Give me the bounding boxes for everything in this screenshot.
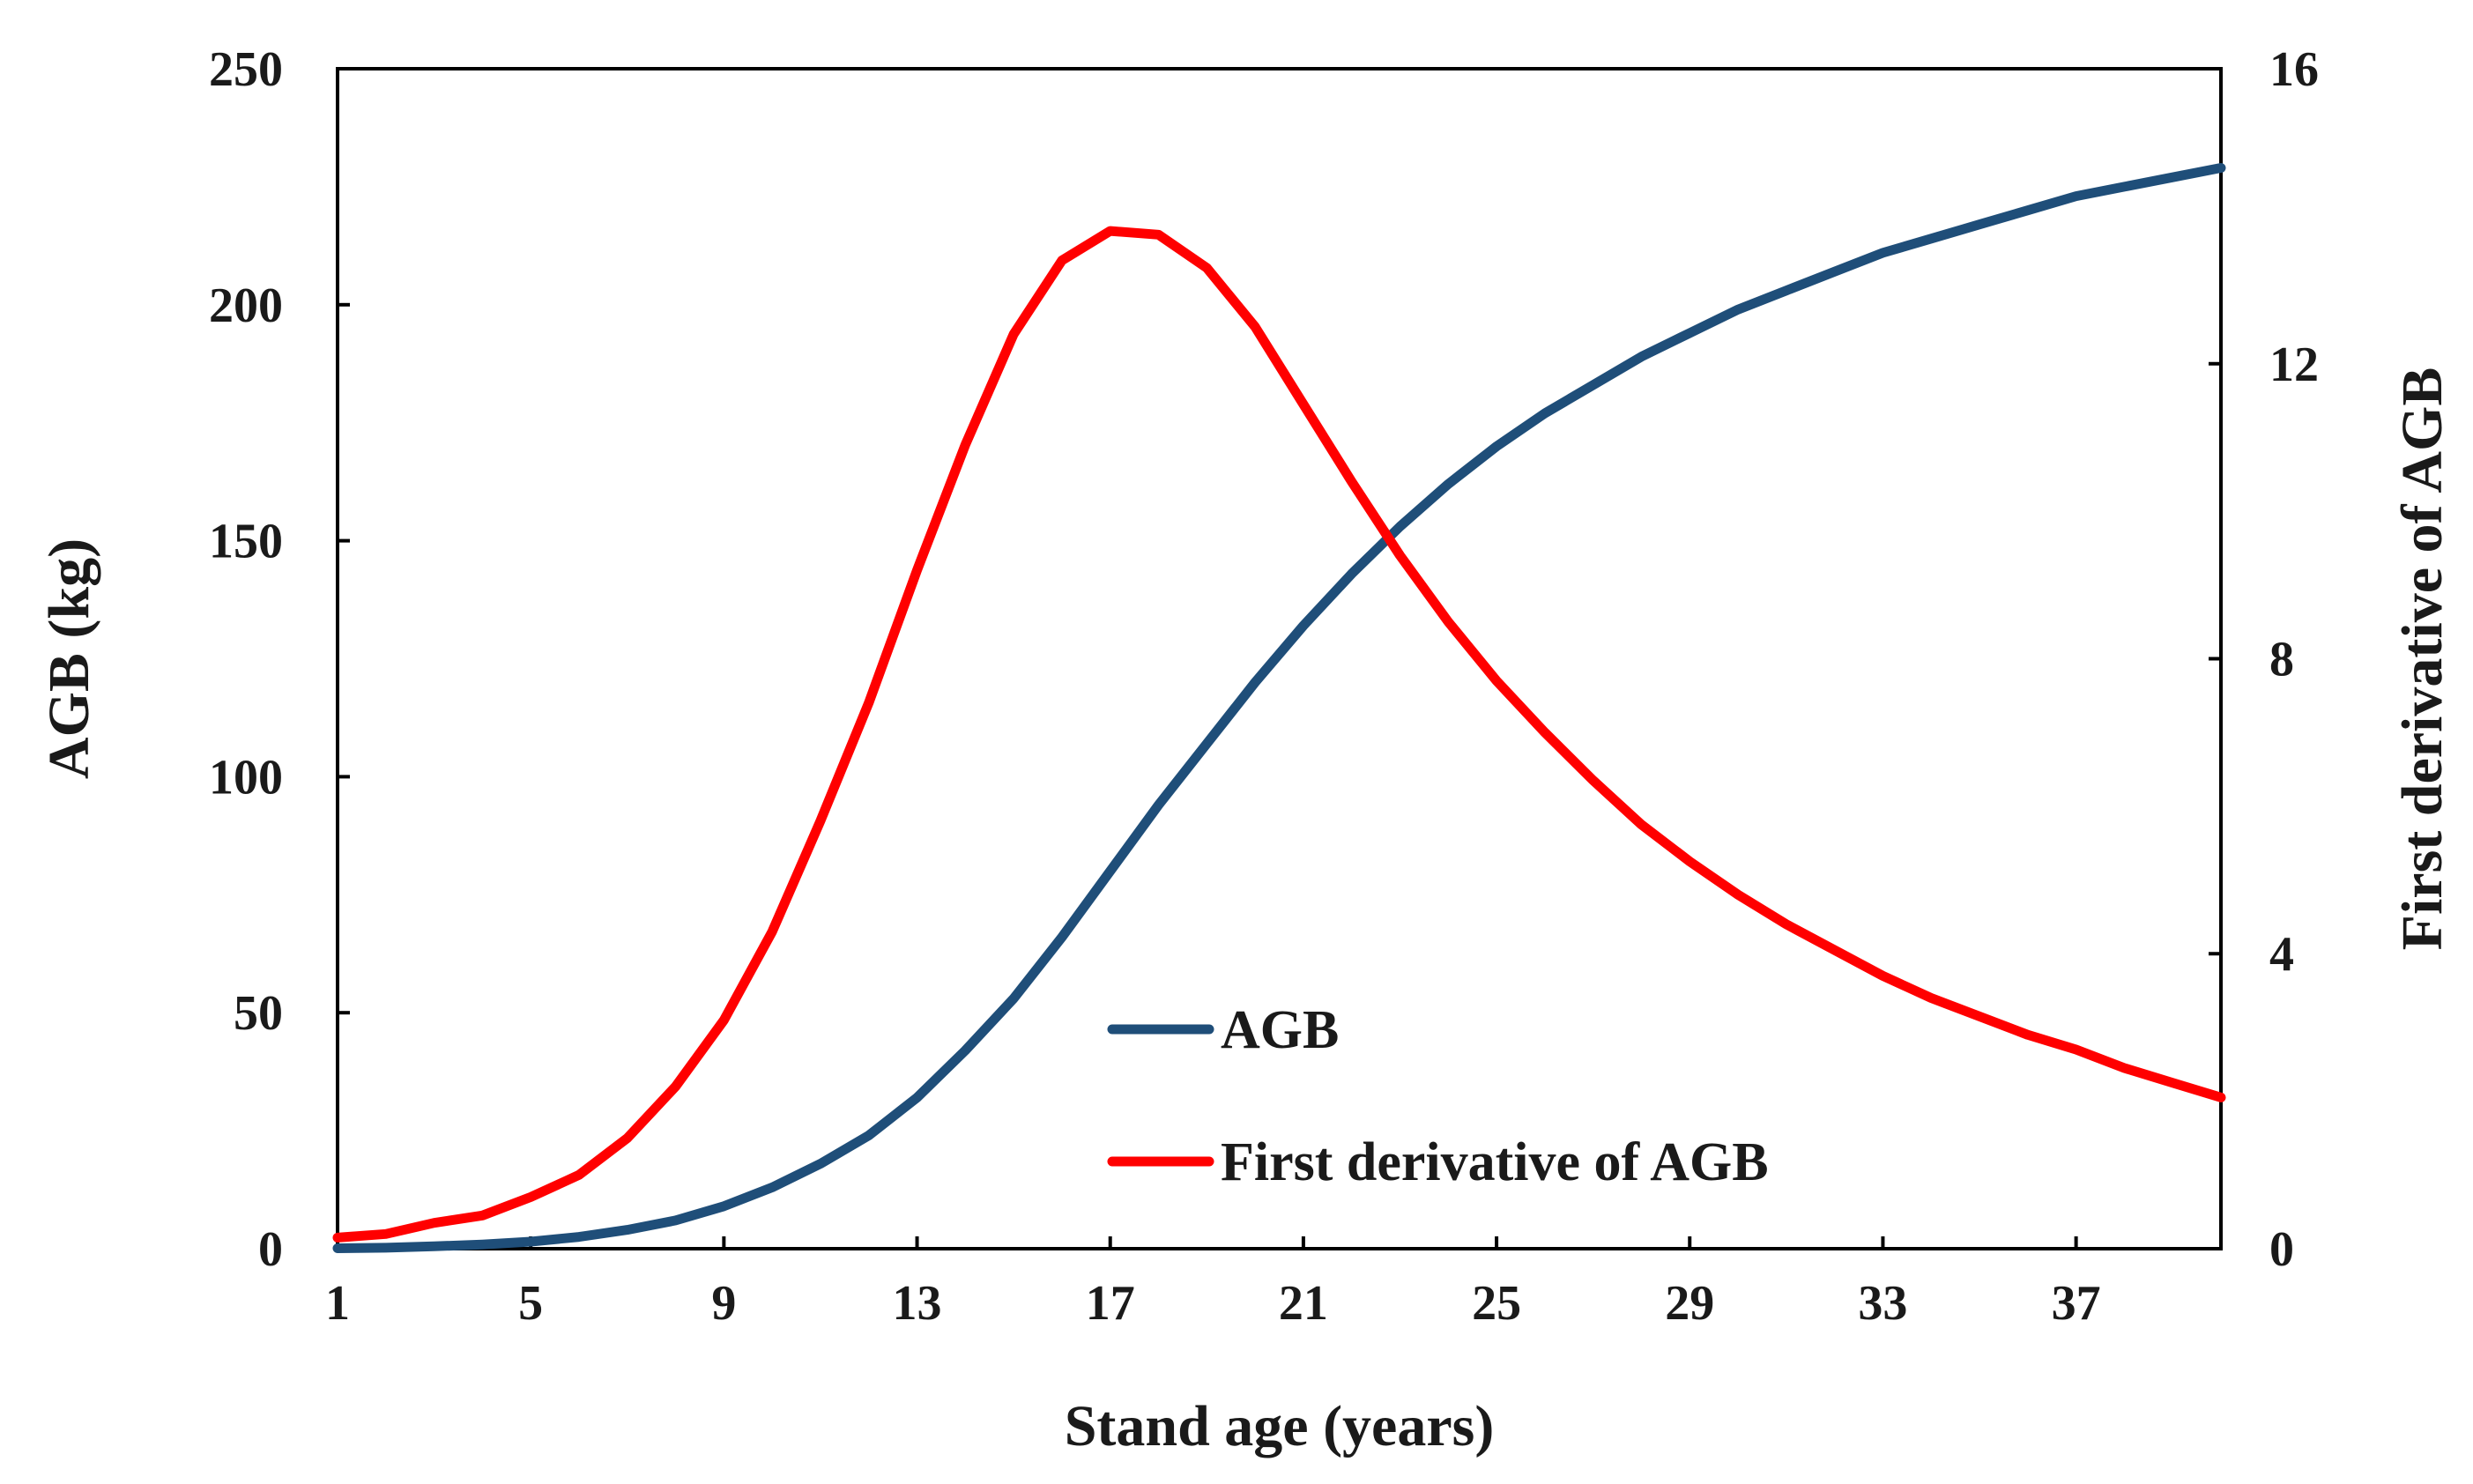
x-tick-label: 9 xyxy=(711,1276,736,1331)
y2-tick-label: 12 xyxy=(2269,338,2319,392)
y-tick-label: 150 xyxy=(209,515,283,569)
legend-label-first-derivative: First derivative of AGB xyxy=(1221,1132,1769,1192)
x-axis-title: Stand age (years) xyxy=(1065,1394,1495,1458)
x-tick-label: 1 xyxy=(325,1276,350,1331)
y2-tick-label: 16 xyxy=(2269,42,2319,97)
x-tick-label: 5 xyxy=(518,1276,543,1331)
y-tick-label: 200 xyxy=(209,278,283,333)
legend: AGB First derivative of AGB xyxy=(1107,1000,1769,1192)
legend-label-agb: AGB xyxy=(1221,1000,1339,1060)
y-tick-label: 100 xyxy=(209,750,283,805)
y-tick-label: 250 xyxy=(209,42,283,97)
y2-tick-label: 4 xyxy=(2269,927,2294,982)
y2-axis-title: First derivative of AGB xyxy=(2390,367,2454,951)
x-tick-label: 21 xyxy=(1279,1276,1328,1331)
tick-marks xyxy=(336,67,2221,1250)
x-tick-label: 13 xyxy=(893,1276,942,1331)
series-line-first-derivative xyxy=(332,226,2226,1243)
x-tick-label: 37 xyxy=(2052,1276,2101,1331)
x-tick-label: 33 xyxy=(1858,1276,1907,1331)
y2-tick-label: 0 xyxy=(2269,1222,2294,1277)
y-tick-label: 0 xyxy=(258,1222,283,1277)
x-tick-label: 17 xyxy=(1086,1276,1135,1331)
y2-tick-label: 8 xyxy=(2269,633,2294,687)
y-tick-label: 50 xyxy=(234,986,283,1041)
x-tick-label: 25 xyxy=(1472,1276,1521,1331)
series-lines xyxy=(332,163,2226,1253)
x-tick-label: 29 xyxy=(1665,1276,1714,1331)
y-axis-title: AGB (kg) xyxy=(37,538,101,779)
tick-labels: 1 5 9 13 17 21 25 29 33 37 0 50 100 150 200 250 0 4 8 12 16 xyxy=(209,42,2319,1331)
series-line-agb xyxy=(332,163,2226,1253)
